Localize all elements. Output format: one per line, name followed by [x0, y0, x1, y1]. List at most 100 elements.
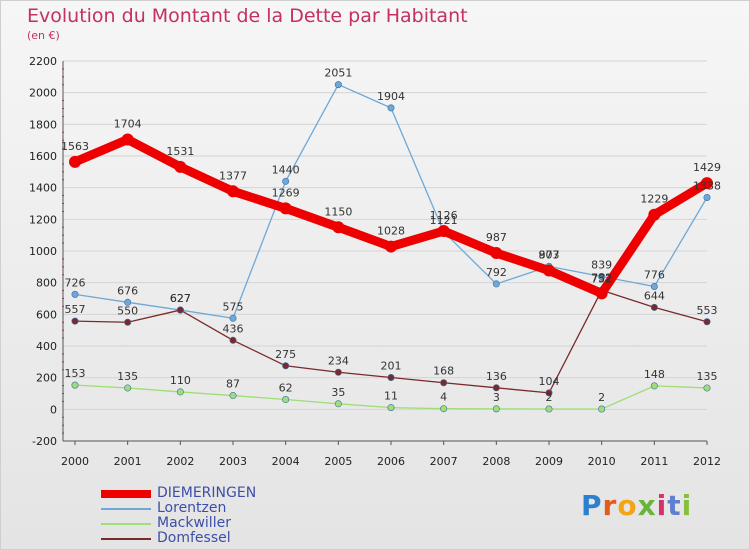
- data-point: [492, 384, 500, 392]
- data-label: 792: [486, 266, 507, 279]
- data-label: 752: [591, 272, 612, 285]
- data-point: [387, 404, 395, 412]
- legend-swatch: [101, 538, 151, 540]
- data-label: 557: [65, 303, 86, 316]
- data-label: 3: [493, 391, 500, 404]
- data-point: [440, 405, 448, 413]
- y-tick-label: 1200: [29, 213, 57, 226]
- data-point: [490, 247, 503, 260]
- data-point: [334, 81, 342, 89]
- y-tick-label: 2200: [29, 55, 57, 68]
- data-point: [598, 405, 606, 413]
- data-label: 553: [697, 304, 718, 317]
- data-label: 550: [117, 304, 138, 317]
- data-point: [227, 185, 239, 198]
- data-label: 2: [598, 391, 605, 404]
- data-point: [334, 400, 342, 408]
- logo-letter: P: [581, 489, 603, 522]
- chart-title: Evolution du Montant de la Dette par Hab…: [27, 5, 468, 27]
- legend-label: Domfessel: [157, 530, 231, 546]
- logo-letter: i: [656, 489, 668, 522]
- data-point: [229, 314, 237, 322]
- data-label: 1121: [430, 214, 458, 227]
- x-tick-label: 2005: [324, 455, 352, 468]
- data-label: 839: [591, 258, 612, 271]
- data-point: [229, 336, 237, 344]
- data-label: 1269: [272, 186, 300, 199]
- legend-label: DIEMERINGEN: [157, 485, 257, 501]
- data-label: 987: [486, 231, 507, 244]
- data-label: 201: [381, 360, 402, 373]
- y-tick-label: -200: [32, 435, 57, 448]
- data-label: 776: [644, 268, 665, 281]
- data-label: 1028: [377, 225, 405, 238]
- data-label: 135: [697, 370, 718, 383]
- data-point: [701, 177, 713, 190]
- data-label: 1904: [377, 90, 405, 103]
- data-point: [282, 177, 290, 185]
- data-point: [229, 392, 237, 400]
- data-point: [437, 225, 450, 238]
- data-label: 627: [170, 292, 191, 305]
- data-point: [176, 388, 184, 396]
- data-label: 1150: [324, 205, 352, 218]
- data-point: [332, 221, 345, 234]
- chart-subtitle: (en €): [27, 29, 60, 42]
- data-point: [650, 382, 658, 390]
- data-label: 1126: [430, 209, 458, 222]
- y-tick-label: 600: [36, 308, 57, 321]
- data-point: [176, 306, 184, 314]
- data-point: [492, 405, 500, 413]
- x-tick-label: 2012: [693, 455, 721, 468]
- data-point: [595, 287, 608, 300]
- data-label: 110: [170, 374, 191, 387]
- legend-swatch: [101, 523, 151, 525]
- data-label: 2051: [324, 67, 352, 80]
- data-label: 136: [486, 370, 507, 383]
- data-point: [703, 318, 711, 326]
- data-label: 1563: [61, 140, 89, 153]
- data-label: 1531: [166, 145, 194, 158]
- data-point: [545, 405, 553, 413]
- data-label: 575: [223, 300, 244, 313]
- data-label: 1377: [219, 169, 247, 182]
- y-tick-label: 1400: [29, 182, 57, 195]
- data-point: [648, 208, 661, 221]
- y-tick-label: 0: [50, 403, 57, 416]
- logo-letter: o: [617, 489, 638, 522]
- logo-letter: i: [681, 489, 693, 522]
- data-point: [385, 240, 397, 253]
- data-point: [71, 317, 79, 325]
- y-tick-label: 2000: [29, 87, 57, 100]
- data-label: 62: [279, 382, 293, 395]
- data-label: 234: [328, 354, 349, 367]
- data-point: [650, 282, 658, 290]
- x-tick-label: 2009: [535, 455, 563, 468]
- data-point: [174, 160, 187, 173]
- data-point: [703, 193, 711, 201]
- x-tick-label: 2006: [377, 455, 405, 468]
- data-point: [282, 362, 290, 370]
- data-label: 726: [65, 276, 86, 289]
- data-point: [545, 389, 553, 397]
- data-label: 1704: [114, 118, 142, 131]
- x-tick-label: 2011: [640, 455, 668, 468]
- data-point: [598, 272, 606, 280]
- data-label: 35: [331, 386, 345, 399]
- x-tick-label: 2007: [430, 455, 458, 468]
- y-tick-label: 400: [36, 340, 57, 353]
- x-tick-label: 2000: [61, 455, 89, 468]
- data-point: [69, 155, 81, 168]
- data-label: 4: [440, 391, 447, 404]
- data-label: 275: [275, 348, 296, 361]
- x-tick-label: 2010: [588, 455, 616, 468]
- data-label: 877: [539, 248, 560, 261]
- data-point: [71, 290, 79, 298]
- data-point: [121, 133, 134, 146]
- y-tick-label: 800: [36, 277, 57, 290]
- data-point: [387, 374, 395, 382]
- data-label: 11: [384, 390, 398, 403]
- data-label: 644: [644, 289, 665, 302]
- data-point: [543, 264, 555, 277]
